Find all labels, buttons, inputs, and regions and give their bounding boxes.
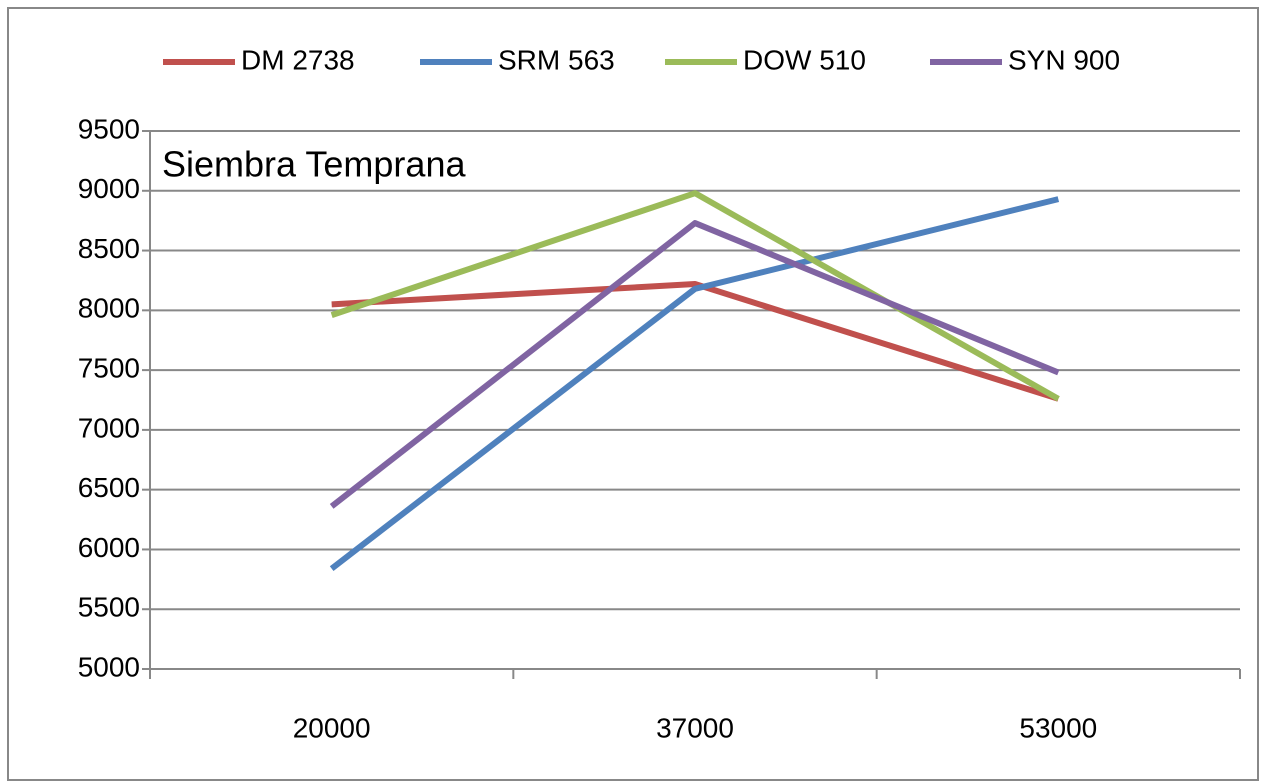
- y-tick-label: 7000: [78, 412, 140, 443]
- y-tick-label: 9000: [78, 173, 140, 204]
- legend-label: SYN 900: [1008, 44, 1120, 75]
- y-tick-label: 8500: [78, 233, 140, 264]
- x-tick-label: 37000: [656, 712, 734, 743]
- legend-label: DM 2738: [241, 44, 355, 75]
- y-tick-label: 6500: [78, 472, 140, 503]
- legend-label: DOW 510: [743, 44, 866, 75]
- y-tick-label: 7500: [78, 353, 140, 384]
- y-tick-label: 8000: [78, 293, 140, 324]
- y-tick-label: 6000: [78, 532, 140, 563]
- y-tick-label: 9500: [78, 113, 140, 144]
- series-line: [329, 196, 1060, 571]
- series-line: [330, 190, 1060, 402]
- chart-annotation: Siembra Temprana: [162, 144, 466, 185]
- chart-border: [7, 7, 1259, 781]
- x-tick-label: 20000: [293, 712, 371, 743]
- series-line: [329, 220, 1060, 509]
- series-line: [331, 281, 1060, 402]
- x-tick-label: 53000: [1019, 712, 1097, 743]
- y-tick-label: 5000: [78, 651, 140, 682]
- y-tick-label: 5500: [78, 592, 140, 623]
- legend-label: SRM 563: [498, 44, 615, 75]
